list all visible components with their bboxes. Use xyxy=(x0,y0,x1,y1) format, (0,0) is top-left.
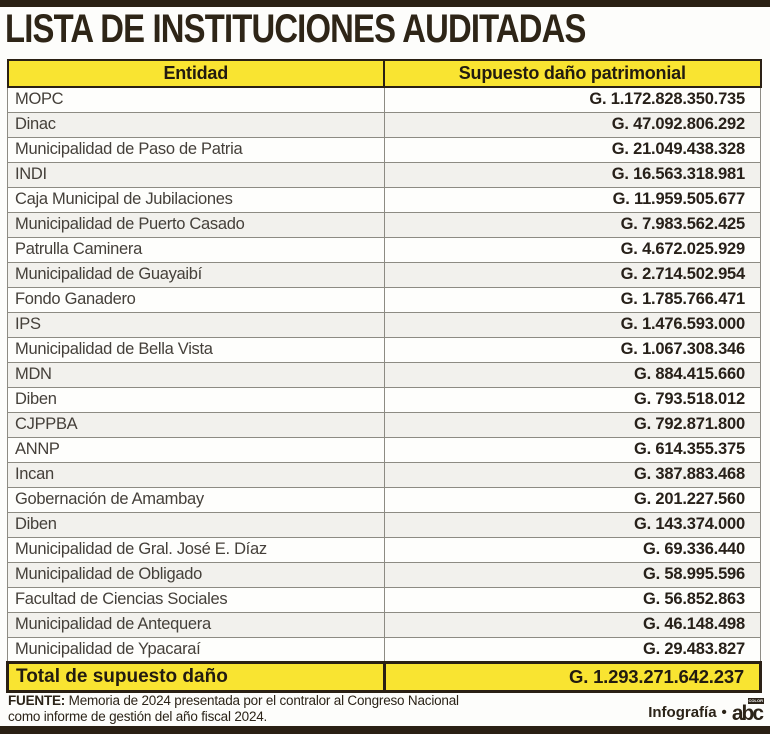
column-header-dano: Supuesto daño patrimonial xyxy=(383,59,762,88)
entity-cell: Municipalidad de Bella Vista xyxy=(7,336,385,363)
entity-cell: Dinac xyxy=(7,111,385,138)
amount-cell: G. 11.959.505.677 xyxy=(383,186,761,213)
table-row: IPS G. 1.476.593.000 xyxy=(7,311,761,338)
amount-cell: G. 792.871.800 xyxy=(383,411,761,438)
table-body: MOPC G. 1.172.828.350.735 Dinac G. 47.092.8… xyxy=(7,86,761,663)
table-row: Caja Municipal de Jubilaciones G. 11.959.… xyxy=(7,186,761,213)
amount-cell: G. 1.172.828.350.735 xyxy=(383,86,761,113)
bottom-accent-bar xyxy=(0,726,770,734)
table-row: Municipalidad de Gral. José E. Díaz G. 69… xyxy=(7,536,761,563)
table-row: Diben G. 143.374.000 xyxy=(7,511,761,538)
entity-cell: Municipalidad de Gral. José E. Díaz xyxy=(7,536,385,563)
table-row: Dinac G. 47.092.806.292 xyxy=(7,111,761,138)
table-row: Municipalidad de Puerto Casado G. 7.983.5… xyxy=(7,211,761,238)
table-row: Fondo Ganadero G. 1.785.766.471 xyxy=(7,286,761,313)
entity-cell: Municipalidad de Obligado xyxy=(7,561,385,588)
table-footer: Total de supuesto daño G. 1.293.271.642.… xyxy=(6,660,762,693)
amount-cell: G. 143.374.000 xyxy=(383,511,761,538)
table-row: Incan G. 387.883.468 xyxy=(7,461,761,488)
amount-cell: G. 21.049.438.328 xyxy=(383,136,761,163)
amount-cell: G. 58.995.596 xyxy=(383,561,761,588)
abc-logo-text: abc xyxy=(731,702,764,725)
source-line2: como informe de gestión del año fiscal 2… xyxy=(8,709,268,725)
entity-cell: Facultad de Ciencias Sociales xyxy=(7,586,385,613)
total-label: Total de supuesto daño xyxy=(6,660,386,693)
table-row: MOPC G. 1.172.828.350.735 xyxy=(7,86,761,113)
column-header-entidad: Entidad xyxy=(6,59,385,88)
audited-institutions-table: Entidad Supuesto daño patrimonial MOPC G.… xyxy=(6,59,762,693)
entity-cell: Patrulla Caminera xyxy=(7,236,385,263)
table-row: Municipalidad de Paso de Patria G. 21.049… xyxy=(7,136,761,163)
table-row: Gobernación de Amambay G. 201.227.560 xyxy=(7,486,761,513)
amount-cell: G. 2.714.502.954 xyxy=(383,261,761,288)
amount-cell: G. 793.518.012 xyxy=(383,386,761,413)
amount-cell: G. 1.067.308.346 xyxy=(383,336,761,363)
total-amount: G. 1.293.271.642.237 xyxy=(382,660,762,693)
table-row: Municipalidad de Guayaibí G. 2.714.502.95… xyxy=(7,261,761,288)
amount-cell: G. 7.983.562.425 xyxy=(383,211,761,238)
amount-cell: G. 201.227.560 xyxy=(383,486,761,513)
amount-cell: G. 29.483.827 xyxy=(383,636,761,663)
abc-color-logo: abc COLOR xyxy=(731,698,764,725)
page-title: LISTA DE INSTITUCIONES AUDITADAS xyxy=(5,7,586,51)
total-row: Total de supuesto daño G. 1.293.271.642.… xyxy=(6,660,762,693)
source-line1: Memoria de 2024 presentada por el contra… xyxy=(65,693,459,708)
credit-label: Infografía xyxy=(648,703,717,721)
amount-cell: G. 69.336.440 xyxy=(383,536,761,563)
amount-cell: G. 1.785.766.471 xyxy=(383,286,761,313)
amount-cell: G. 46.148.498 xyxy=(383,611,761,638)
footer: FUENTE: Memoria de 2024 presentada por e… xyxy=(8,693,764,725)
abc-color-tag: COLOR xyxy=(747,698,764,704)
table-header: Entidad Supuesto daño patrimonial xyxy=(6,59,762,88)
entity-cell: Municipalidad de Guayaibí xyxy=(7,261,385,288)
entity-cell: Diben xyxy=(7,511,385,538)
entity-cell: INDI xyxy=(7,161,385,188)
entity-cell: Municipalidad de Ypacaraí xyxy=(7,636,385,663)
amount-cell: G. 614.355.375 xyxy=(383,436,761,463)
entity-cell: Caja Municipal de Jubilaciones xyxy=(7,186,385,213)
entity-cell: IPS xyxy=(7,311,385,338)
entity-cell: Municipalidad de Antequera xyxy=(7,611,385,638)
amount-cell: G. 47.092.806.292 xyxy=(383,111,761,138)
table-row: Municipalidad de Obligado G. 58.995.596 xyxy=(7,561,761,588)
source-note: FUENTE: Memoria de 2024 presentada por e… xyxy=(8,693,459,725)
table-row: Municipalidad de Bella Vista G. 1.067.308… xyxy=(7,336,761,363)
amount-cell: G. 4.672.025.929 xyxy=(383,236,761,263)
table-row: INDI G. 16.563.318.981 xyxy=(7,161,761,188)
table-row: Municipalidad de Ypacaraí G. 29.483.827 xyxy=(7,636,761,663)
entity-cell: MOPC xyxy=(7,86,385,113)
table-row: Municipalidad de Antequera G. 46.148.498 xyxy=(7,611,761,638)
entity-cell: Municipalidad de Paso de Patria xyxy=(7,136,385,163)
amount-cell: G. 1.476.593.000 xyxy=(383,311,761,338)
amount-cell: G. 56.852.863 xyxy=(383,586,761,613)
entity-cell: MDN xyxy=(7,361,385,388)
entity-cell: Municipalidad de Puerto Casado xyxy=(7,211,385,238)
header-row: Entidad Supuesto daño patrimonial xyxy=(6,59,762,88)
table-row: CJPPBA G. 792.871.800 xyxy=(7,411,761,438)
entity-cell: Fondo Ganadero xyxy=(7,286,385,313)
amount-cell: G. 16.563.318.981 xyxy=(383,161,761,188)
entity-cell: CJPPBA xyxy=(7,411,385,438)
entity-cell: Diben xyxy=(7,386,385,413)
infographic-credit: Infografía • abc COLOR xyxy=(648,698,764,725)
table-row: ANNP G. 614.355.375 xyxy=(7,436,761,463)
table-row: MDN G. 884.415.660 xyxy=(7,361,761,388)
amount-cell: G. 387.883.468 xyxy=(383,461,761,488)
table-row: Diben G. 793.518.012 xyxy=(7,386,761,413)
source-label: FUENTE: xyxy=(8,693,66,708)
entity-cell: Gobernación de Amambay xyxy=(7,486,385,513)
table-row: Facultad de Ciencias Sociales G. 56.852.8… xyxy=(7,586,761,613)
entity-cell: Incan xyxy=(7,461,385,488)
table-row: Patrulla Caminera G. 4.672.025.929 xyxy=(7,236,761,263)
bullet-separator: • xyxy=(721,703,727,721)
entity-cell: ANNP xyxy=(7,436,385,463)
amount-cell: G. 884.415.660 xyxy=(383,361,761,388)
top-accent-bar xyxy=(0,0,770,7)
